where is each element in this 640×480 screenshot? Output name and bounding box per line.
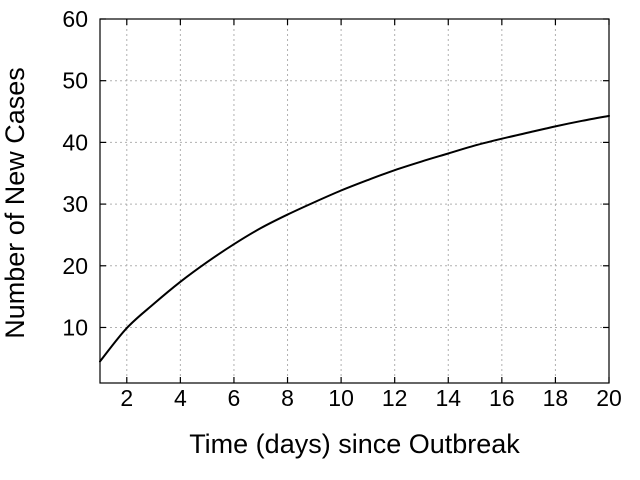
y-tick-label: 30 — [62, 191, 88, 217]
grid — [100, 19, 609, 383]
y-tick-label: 40 — [62, 129, 88, 155]
x-tick-label: 20 — [596, 385, 622, 411]
x-tick-label: 10 — [328, 385, 354, 411]
plot-frame — [99, 18, 610, 384]
y-tick-label: 20 — [62, 253, 88, 279]
series-line-0 — [99, 114, 610, 363]
x-tick-label: 16 — [489, 385, 515, 411]
y-tick-labels: 10 20 30 40 50 60 — [62, 6, 88, 340]
x-tick-label: 6 — [228, 385, 241, 411]
x-tick-label: 8 — [281, 385, 294, 411]
y-tick-label: 50 — [62, 68, 88, 94]
x-axis-title: Time (days) since Outbreak — [189, 429, 520, 459]
y-tick-label: 10 — [62, 314, 88, 340]
x-tick-label: 2 — [120, 385, 133, 411]
y-axis-title: Number of New Cases — [0, 67, 30, 339]
y-tick-label: 60 — [62, 6, 88, 32]
x-tick-label: 14 — [435, 385, 461, 411]
x-tick-labels: 2 4 6 8 10 12 14 16 18 20 — [120, 385, 621, 411]
x-tick-label: 4 — [174, 385, 187, 411]
x-tick-label: 18 — [543, 385, 569, 411]
series — [99, 114, 610, 363]
tick-marks — [100, 18, 610, 383]
x-tick-label: 12 — [382, 385, 408, 411]
